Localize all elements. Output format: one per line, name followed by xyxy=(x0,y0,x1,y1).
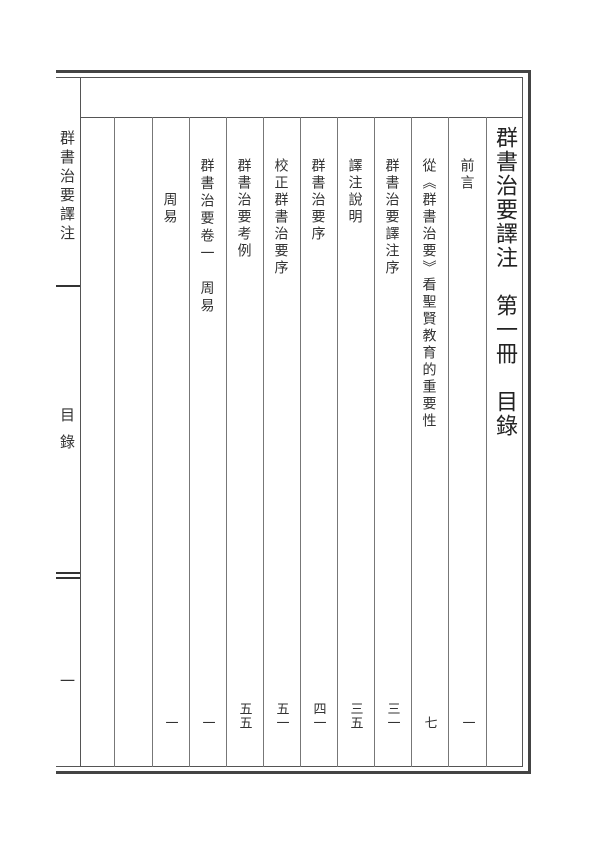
toc-entry-title: 群書治要譯注序 xyxy=(383,158,400,277)
gutter-line xyxy=(80,77,81,767)
column-rule xyxy=(374,117,375,767)
toc-entry-title: 從《群書治要》看聖賢教育的重要性 xyxy=(420,158,437,430)
toc-entry-page: 五五 xyxy=(236,702,252,730)
header-band-line xyxy=(80,117,523,118)
frame-top-inner xyxy=(56,77,523,78)
toc-entry-title: 譯注說明 xyxy=(346,158,363,226)
frame-right-inner xyxy=(522,77,523,767)
gutter-double-rule-2 xyxy=(56,577,80,579)
toc-entry-page: 三一 xyxy=(384,702,400,730)
gutter-section: 目錄 xyxy=(58,407,76,461)
column-rule xyxy=(226,117,227,767)
book-title: 群書治要譯注 第一冊 目錄 xyxy=(492,126,517,438)
column-rule xyxy=(486,117,487,767)
column-rule xyxy=(189,117,190,767)
column-rule xyxy=(152,117,153,767)
frame-right-outer xyxy=(528,70,531,774)
column-rule xyxy=(337,117,338,767)
column-rule xyxy=(448,117,449,767)
gutter-double-rule-1 xyxy=(56,572,80,574)
gutter-page-number: 一 xyxy=(58,673,76,692)
toc-entry-title: 群書治要卷一 周易 xyxy=(198,158,215,316)
frame-bottom-outer xyxy=(56,771,531,774)
toc-entry-page: 四一 xyxy=(310,702,326,730)
toc-entry-page: 五一 xyxy=(273,702,289,730)
column-rule xyxy=(300,117,301,767)
gutter-running-title: 群書治要譯注 xyxy=(58,130,76,244)
column-rule xyxy=(263,117,264,767)
toc-entry-page: 三五 xyxy=(347,702,363,730)
column-rule xyxy=(114,117,115,767)
toc-entry-page: 一 xyxy=(459,716,475,730)
column-rule xyxy=(411,117,412,767)
toc-entry-title: 群書治要考例 xyxy=(235,158,252,260)
toc-entry-title: 前言 xyxy=(458,158,475,192)
frame-top-outer xyxy=(56,70,531,73)
toc-entry-page: 一 xyxy=(199,716,215,730)
toc-entry-page: 一 xyxy=(162,716,178,730)
gutter-thick-rule xyxy=(56,285,80,287)
toc-entry-title: 群書治要序 xyxy=(309,158,326,243)
toc-entry-title: 校正群書治要序 xyxy=(272,158,289,277)
toc-entry-title: 周易 xyxy=(161,192,178,226)
toc-entry-page: 七 xyxy=(421,716,437,730)
frame-bottom-inner xyxy=(56,766,523,767)
